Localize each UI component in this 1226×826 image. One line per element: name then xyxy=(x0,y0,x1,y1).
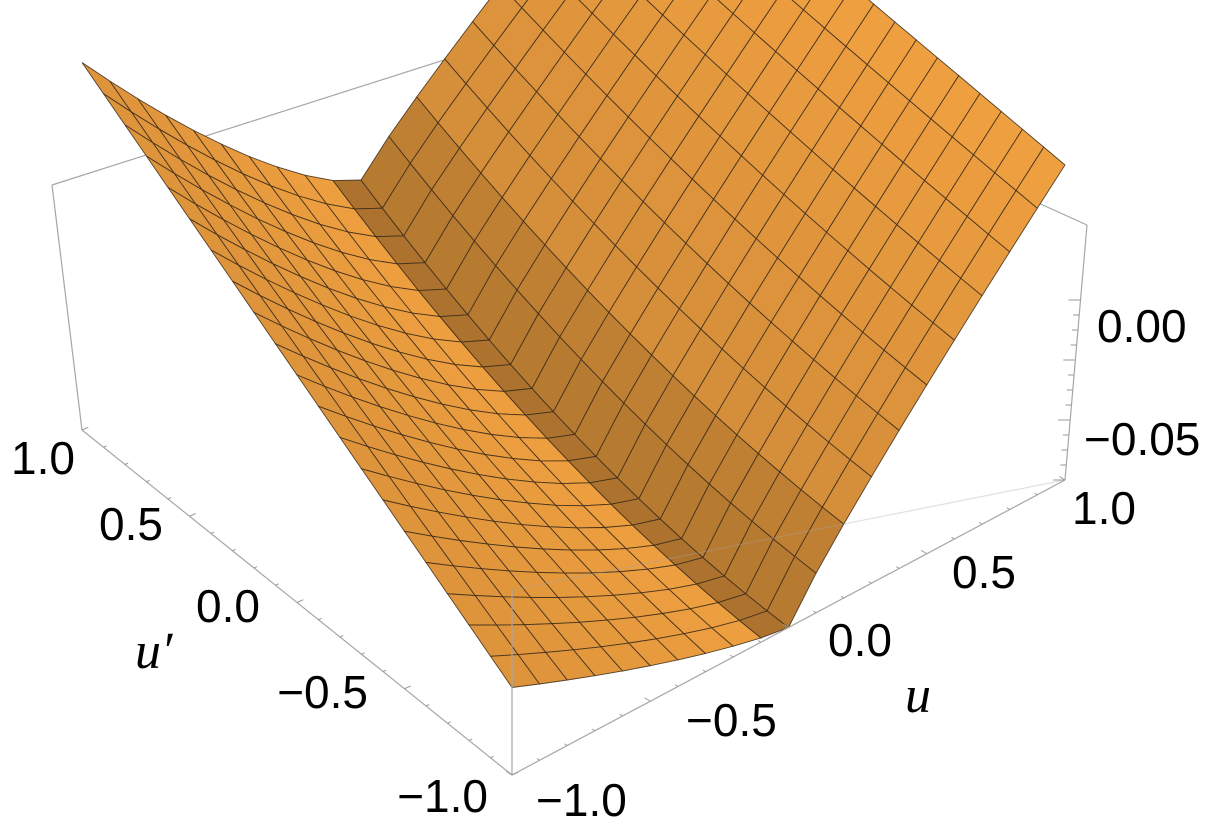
tick-mark xyxy=(210,531,215,534)
tick-mark xyxy=(619,713,623,717)
tick-mark xyxy=(146,479,150,483)
tick-mark xyxy=(167,497,172,500)
tick-mark xyxy=(896,566,900,569)
y-tick-label-1: 1.0 xyxy=(11,432,75,484)
x-tick-label-3: 0.0 xyxy=(828,614,892,666)
surface-cell xyxy=(646,0,674,16)
tick-marks xyxy=(81,299,1081,776)
tick-mark xyxy=(951,536,955,540)
surface-cell xyxy=(513,0,529,9)
tick-mark xyxy=(124,462,129,465)
surface-cell xyxy=(1015,146,1066,209)
tick-mark xyxy=(757,640,762,643)
box-edge-left-vertical xyxy=(51,184,83,431)
x-tick-label-2: −0.5 xyxy=(686,694,777,746)
tick-mark xyxy=(425,704,430,707)
y-axis-label: u′ xyxy=(135,623,174,680)
box-edge-right-vertical xyxy=(1064,224,1088,481)
tick-mark xyxy=(189,512,197,517)
tick-mark xyxy=(702,669,706,673)
y-tick-label-3: 0.0 xyxy=(196,580,260,632)
tick-mark xyxy=(275,583,279,586)
x-axis-label: u xyxy=(905,667,931,724)
tick-mark xyxy=(490,755,494,759)
x-tick-label-5: 1.0 xyxy=(1072,482,1136,534)
surface-cell xyxy=(717,0,743,15)
surface-cell xyxy=(791,0,811,11)
x-tick-label-4: 0.5 xyxy=(952,546,1016,598)
tick-mark xyxy=(339,635,344,638)
y-tick-label-5: −1.0 xyxy=(397,770,488,822)
tick-mark xyxy=(840,595,845,599)
tick-mark xyxy=(536,758,540,761)
tick-mark xyxy=(296,599,304,603)
tick-mark xyxy=(506,771,513,776)
surface-cell xyxy=(81,62,132,113)
tick-mark xyxy=(730,654,734,658)
tick-mark xyxy=(1059,476,1066,481)
surface-cell xyxy=(578,0,603,14)
z-tick-label-1: 0.00 xyxy=(1097,300,1187,352)
tick-mark xyxy=(674,684,679,687)
tick-mark xyxy=(813,610,817,614)
tick-mark xyxy=(361,652,365,655)
z-axis-tick-labels: 0.00 −0.05 xyxy=(1084,300,1200,465)
tick-mark xyxy=(468,738,473,741)
tick-mark xyxy=(447,721,451,724)
tick-mark xyxy=(782,623,789,628)
x-axis-tick-labels: −1.0 −0.5 0.0 0.5 1.0 xyxy=(536,482,1136,826)
tick-mark xyxy=(511,771,519,776)
tick-mark xyxy=(382,669,387,672)
tick-mark xyxy=(978,522,983,525)
tick-mark xyxy=(253,566,258,569)
tick-mark xyxy=(1034,492,1038,496)
y-tick-label-4: −0.5 xyxy=(277,666,368,718)
x-tick-label-1: −1.0 xyxy=(536,774,627,826)
y-tick-label-2: 0.5 xyxy=(99,498,163,550)
surface-mesh xyxy=(81,0,1066,688)
tick-mark xyxy=(564,743,568,746)
tick-mark xyxy=(232,548,236,552)
box-edge-front-top-left xyxy=(511,479,1066,591)
tick-mark xyxy=(404,685,412,690)
tick-mark xyxy=(81,426,89,431)
tick-mark xyxy=(103,445,107,448)
tick-mark xyxy=(318,617,322,621)
z-tick-label-2: −0.05 xyxy=(1084,413,1200,465)
tick-mark xyxy=(644,697,651,702)
tick-mark xyxy=(591,728,596,732)
tick-mark xyxy=(920,549,928,555)
tick-mark xyxy=(1006,507,1010,510)
y-axis-tick-labels: 1.0 0.5 0.0 −0.5 −1.0 xyxy=(11,432,488,822)
tick-mark xyxy=(868,581,872,584)
